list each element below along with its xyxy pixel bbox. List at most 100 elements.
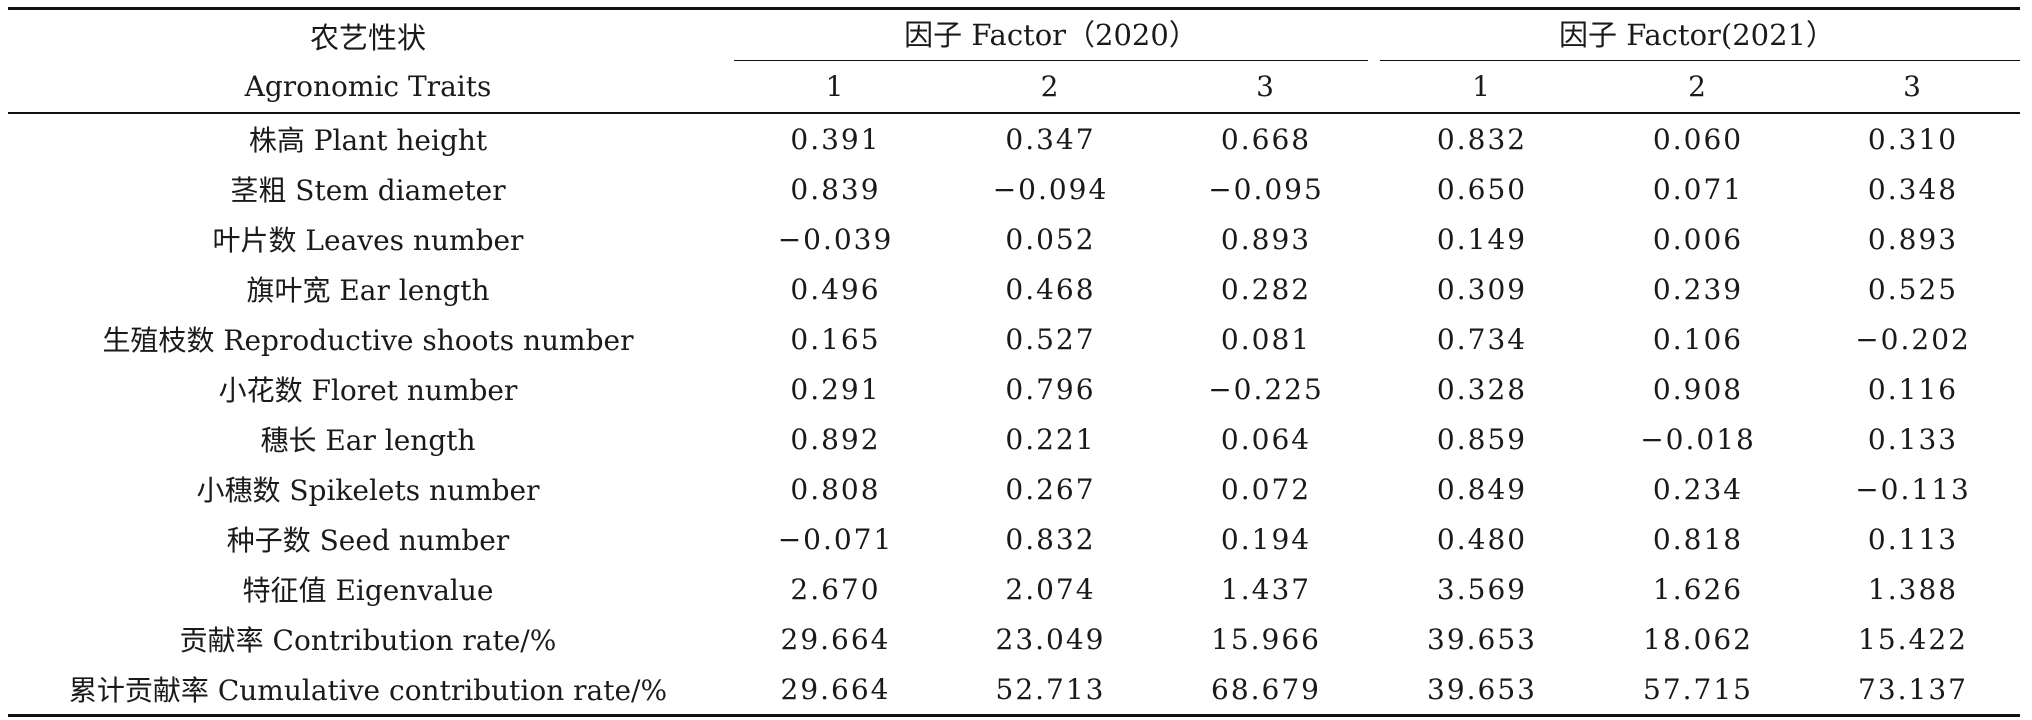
value-cell: 0.064 bbox=[1220, 422, 1312, 456]
value-cell: 1.388 bbox=[1867, 572, 1959, 606]
value-cell: 1.437 bbox=[1220, 572, 1312, 606]
value-cell: 39.653 bbox=[1427, 672, 1537, 706]
value-cell: 0.892 bbox=[790, 422, 881, 456]
factor-2020-2-header: 2 bbox=[1040, 70, 1061, 103]
value-cell: 0.832 bbox=[1005, 522, 1096, 556]
value-cell: 0.149 bbox=[1436, 222, 1528, 256]
value-cell: 0.832 bbox=[1436, 122, 1528, 156]
value-cell: 0.818 bbox=[1652, 522, 1744, 556]
header-row-top: 农艺性状 因子 Factor（2020） 因子 Factor(2021） bbox=[8, 8, 2021, 61]
value-cell: 0.133 bbox=[1867, 422, 1959, 456]
table-row: 株高 Plant height 0.391 0.347 0.668 0.832 0.060… bbox=[8, 113, 2020, 164]
value-cell: 68.679 bbox=[1211, 672, 1321, 706]
value-cell: 0.309 bbox=[1436, 272, 1528, 306]
table-row: 叶片数 Leaves number −0.039 0.052 0.893 0.149 0.… bbox=[8, 214, 2020, 264]
table-row: 小花数 Floret number 0.291 0.796 −0.225 0.328 0.… bbox=[8, 364, 2020, 414]
table-row: 生殖枝数 Reproductive shoots number 0.165 0.52… bbox=[8, 314, 2020, 364]
value-cell: 0.239 bbox=[1652, 272, 1744, 306]
trait-cell: 小花数 Floret number bbox=[218, 374, 518, 407]
value-cell: 0.348 bbox=[1867, 172, 1959, 206]
value-cell: 0.081 bbox=[1220, 322, 1312, 356]
value-cell: 0.796 bbox=[1005, 372, 1096, 406]
trait-header-en: Agronomic Traits bbox=[244, 70, 492, 103]
value-cell: 18.062 bbox=[1643, 622, 1753, 656]
value-cell: 15.966 bbox=[1211, 622, 1321, 656]
table-row: 旗叶宽 Ear length 0.496 0.468 0.282 0.309 0.239 0… bbox=[8, 264, 2020, 314]
value-cell: 2.670 bbox=[790, 572, 881, 606]
value-cell: 0.282 bbox=[1220, 272, 1312, 306]
value-cell: 1.626 bbox=[1652, 572, 1744, 606]
value-cell: −0.095 bbox=[1208, 172, 1324, 206]
value-cell: 0.113 bbox=[1867, 522, 1959, 556]
value-cell: −0.018 bbox=[1640, 422, 1756, 456]
value-cell: 0.527 bbox=[1005, 322, 1096, 356]
value-cell: −0.071 bbox=[777, 522, 894, 556]
value-cell: 0.734 bbox=[1436, 322, 1528, 356]
factor-2021-1-header: 1 bbox=[1472, 70, 1492, 103]
table-header: 农艺性状 因子 Factor（2020） 因子 Factor(2021） Agr… bbox=[8, 8, 2021, 113]
table-body: 株高 Plant height 0.391 0.347 0.668 0.832 0.060… bbox=[8, 113, 2021, 716]
value-cell: 0.328 bbox=[1436, 372, 1528, 406]
value-cell: 0.525 bbox=[1867, 272, 1959, 306]
value-cell: 0.893 bbox=[1867, 222, 1959, 256]
header-row-bottom: Agronomic Traits 1 2 3 1 2 3 bbox=[8, 61, 2021, 113]
value-cell: 0.808 bbox=[790, 472, 881, 506]
value-cell: 0.908 bbox=[1652, 372, 1744, 406]
trait-cell: 种子数 Seed number bbox=[226, 524, 510, 557]
value-cell: −0.113 bbox=[1855, 472, 1971, 506]
value-cell: 0.071 bbox=[1652, 172, 1744, 206]
value-cell: 0.267 bbox=[1005, 472, 1096, 506]
factor-2020-3-header: 3 bbox=[1256, 70, 1276, 103]
value-cell: −0.039 bbox=[777, 222, 894, 256]
table-row: 特征值 Eigenvalue 2.670 2.074 1.437 3.569 1.626 1… bbox=[8, 564, 2020, 614]
factor-group-2021-label: 因子 Factor(2021） bbox=[1374, 10, 2021, 61]
trait-cell: 旗叶宽 Ear length bbox=[246, 274, 490, 307]
trait-header-zh: 农艺性状 bbox=[309, 20, 426, 55]
factor-2021-3-header: 3 bbox=[1903, 70, 1923, 103]
factor-group-2020-header: 因子 Factor（2020） bbox=[728, 9, 1374, 61]
trait-cell: 特征值 Eigenvalue bbox=[242, 574, 494, 607]
value-cell: 0.165 bbox=[790, 322, 881, 356]
trait-cell: 叶片数 Leaves number bbox=[212, 224, 524, 257]
table-row: 种子数 Seed number −0.071 0.832 0.194 0.480 0.81… bbox=[8, 514, 2020, 564]
table-row: 小穗数 Spikelets number 0.808 0.267 0.072 0.849… bbox=[8, 464, 2020, 514]
value-cell: 3.569 bbox=[1436, 572, 1528, 606]
trait-cell: 穗长 Ear length bbox=[260, 424, 476, 457]
table-row: 累计贡献率 Cumulative contribution rate/% 29.6… bbox=[8, 664, 2021, 716]
value-cell: 29.664 bbox=[780, 622, 891, 656]
value-cell: −0.225 bbox=[1208, 372, 1324, 406]
value-cell: 0.072 bbox=[1220, 472, 1312, 506]
value-cell: 0.194 bbox=[1220, 522, 1312, 556]
value-cell: 0.668 bbox=[1220, 122, 1312, 156]
value-cell: 0.234 bbox=[1652, 472, 1744, 506]
value-cell: 2.074 bbox=[1005, 572, 1096, 606]
value-cell: 0.650 bbox=[1436, 172, 1528, 206]
factor-group-2021-header: 因子 Factor(2021） bbox=[1374, 9, 2021, 61]
factor-2021-2-header: 2 bbox=[1688, 70, 1708, 103]
value-cell: 57.715 bbox=[1643, 672, 1753, 706]
value-cell: 23.049 bbox=[995, 622, 1106, 656]
trait-cell: 累计贡献率 Cumulative contribution rate/% bbox=[68, 674, 668, 707]
value-cell: 0.221 bbox=[1005, 422, 1096, 456]
factor-2020-1-header: 1 bbox=[825, 70, 846, 103]
value-cell: 15.422 bbox=[1858, 622, 1968, 656]
value-cell: 39.653 bbox=[1427, 622, 1537, 656]
trait-cell: 小穗数 Spikelets number bbox=[196, 474, 540, 507]
value-cell: 0.849 bbox=[1436, 472, 1528, 506]
trait-cell: 贡献率 Contribution rate/% bbox=[179, 624, 557, 657]
trait-cell: 生殖枝数 Reproductive shoots number bbox=[102, 324, 634, 357]
factor-group-2020-label: 因子 Factor（2020） bbox=[728, 10, 1374, 61]
trait-cell: 株高 Plant height bbox=[248, 124, 488, 157]
value-cell: 0.060 bbox=[1652, 122, 1744, 156]
value-cell: 0.347 bbox=[1005, 122, 1096, 156]
table-row: 穗长 Ear length 0.892 0.221 0.064 0.859 −0.018 0… bbox=[8, 414, 2020, 464]
value-cell: 73.137 bbox=[1858, 672, 1968, 706]
value-cell: 0.310 bbox=[1867, 122, 1959, 156]
value-cell: 0.291 bbox=[790, 372, 881, 406]
table-row: 茎粗 Stem diameter 0.839 −0.094 −0.095 0.650 0.… bbox=[8, 164, 2020, 214]
value-cell: 0.006 bbox=[1652, 222, 1744, 256]
value-cell: 0.391 bbox=[790, 122, 881, 156]
value-cell: −0.202 bbox=[1855, 322, 1971, 356]
value-cell: 0.052 bbox=[1005, 222, 1096, 256]
value-cell: 29.664 bbox=[780, 672, 891, 706]
